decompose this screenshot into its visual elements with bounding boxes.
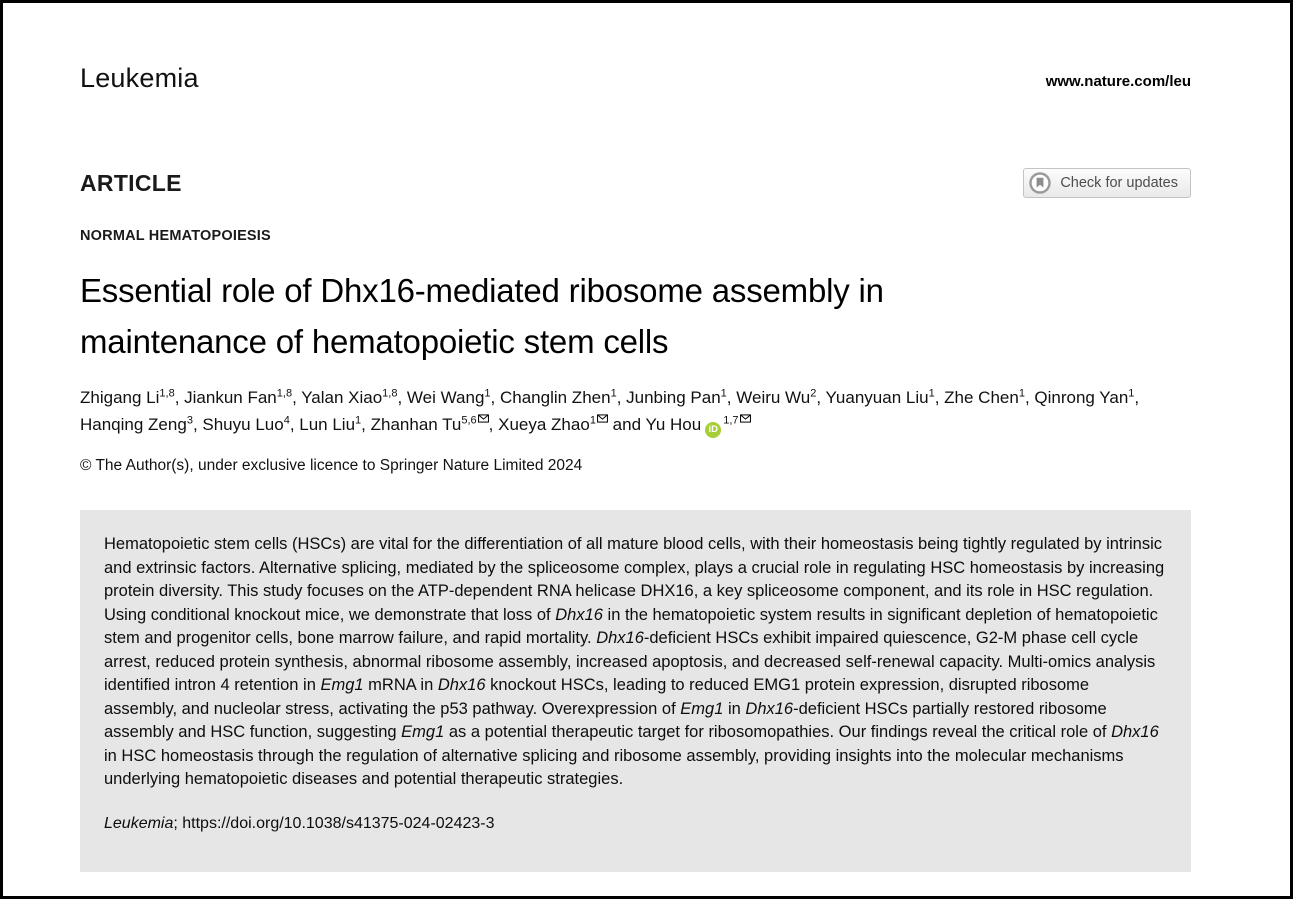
copyright-line: © The Author(s), under exclusive licence…	[80, 457, 583, 474]
subject-category-label: NORMAL HEMATOPOIESIS	[80, 228, 271, 244]
author-name: Lun Liu	[299, 415, 356, 434]
article-title-line2: maintenance of hematopoietic stem cells	[80, 323, 669, 360]
author-name: Qinrong Yan	[1034, 388, 1129, 407]
author-affiliation-superscript: 1	[928, 387, 935, 400]
abstract-box: Hematopoietic stem cells (HSCs) are vita…	[80, 510, 1191, 872]
author-name: Xueya Zhao	[498, 415, 590, 434]
author-name: Yu Hou	[645, 415, 702, 434]
author-affiliation-superscript: 1	[484, 387, 491, 400]
author-name: Wei Wang	[406, 388, 485, 407]
author-affiliation-superscript: 2	[810, 387, 817, 400]
author-affiliation-superscript: 1,8	[159, 387, 175, 400]
crossmark-bookmark-circle-icon	[1029, 172, 1052, 194]
page-content: Leukemia www.nature.com/leu ARTICLE Chec…	[80, 3, 1191, 872]
doi-citation-link[interactable]: Leukemia; https://doi.org/10.1038/s41375…	[104, 814, 495, 832]
abstract-text: Hematopoietic stem cells (HSCs) are vita…	[104, 535, 1165, 788]
article-type-row: ARTICLE Check for updates	[80, 168, 1191, 198]
author-name: Junbing Pan	[626, 388, 721, 407]
author-affiliation-superscript: 1	[355, 414, 362, 427]
author-affiliation-superscript: 1	[610, 387, 617, 400]
envelope-icon[interactable]	[596, 414, 608, 423]
author-name: Shuyu Luo	[202, 415, 284, 434]
author-affiliation-superscript: 5,6	[461, 414, 477, 427]
author-affiliation-superscript: 1,8	[382, 387, 398, 400]
author-affiliation-superscript: 4	[283, 414, 290, 427]
author-name: Weiru Wu	[736, 388, 811, 407]
author-affiliation-superscript: 1	[720, 387, 727, 400]
journal-url-link[interactable]: www.nature.com/leu	[1045, 73, 1191, 90]
author-name: Yuanyuan Liu	[825, 388, 929, 407]
orcid-icon[interactable]: iD	[705, 422, 722, 438]
envelope-icon[interactable]	[739, 414, 751, 423]
author-name: Zhe Chen	[944, 388, 1019, 407]
author-name: Zhanhan Tu	[370, 415, 462, 434]
author-name: Changlin Zhen	[499, 388, 611, 407]
journal-header: Leukemia www.nature.com/leu	[80, 63, 1191, 94]
envelope-icon[interactable]	[477, 414, 489, 423]
author-affiliation-superscript: 1	[1018, 387, 1025, 400]
author-affiliation-superscript: 1	[589, 414, 596, 427]
author-affiliation-superscript: 1	[1128, 387, 1135, 400]
author-name: Yalan Xiao	[301, 388, 383, 407]
author-name: Jiankun Fan	[184, 388, 277, 407]
author-affiliation-superscript: 1,7	[723, 414, 739, 427]
journal-title: Leukemia	[80, 63, 199, 93]
article-title-line1: Essential role of Dhx16-mediated ribosom…	[80, 272, 884, 309]
author-list: Zhigang Li1,8, Jiankun Fan1,8, Yalan Xia…	[80, 384, 1191, 438]
author-name: Zhigang Li	[80, 388, 160, 407]
author-affiliation-superscript: 3	[186, 414, 193, 427]
check-for-updates-label: Check for updates	[1060, 175, 1178, 191]
author-name: Hanqing Zeng	[80, 415, 187, 434]
article-title: Essential role of Dhx16-mediated ribosom…	[80, 265, 1191, 367]
article-type-label: ARTICLE	[80, 169, 182, 196]
author-affiliation-superscript: 1,8	[276, 387, 293, 400]
check-for-updates-button[interactable]: Check for updates	[1023, 168, 1191, 198]
